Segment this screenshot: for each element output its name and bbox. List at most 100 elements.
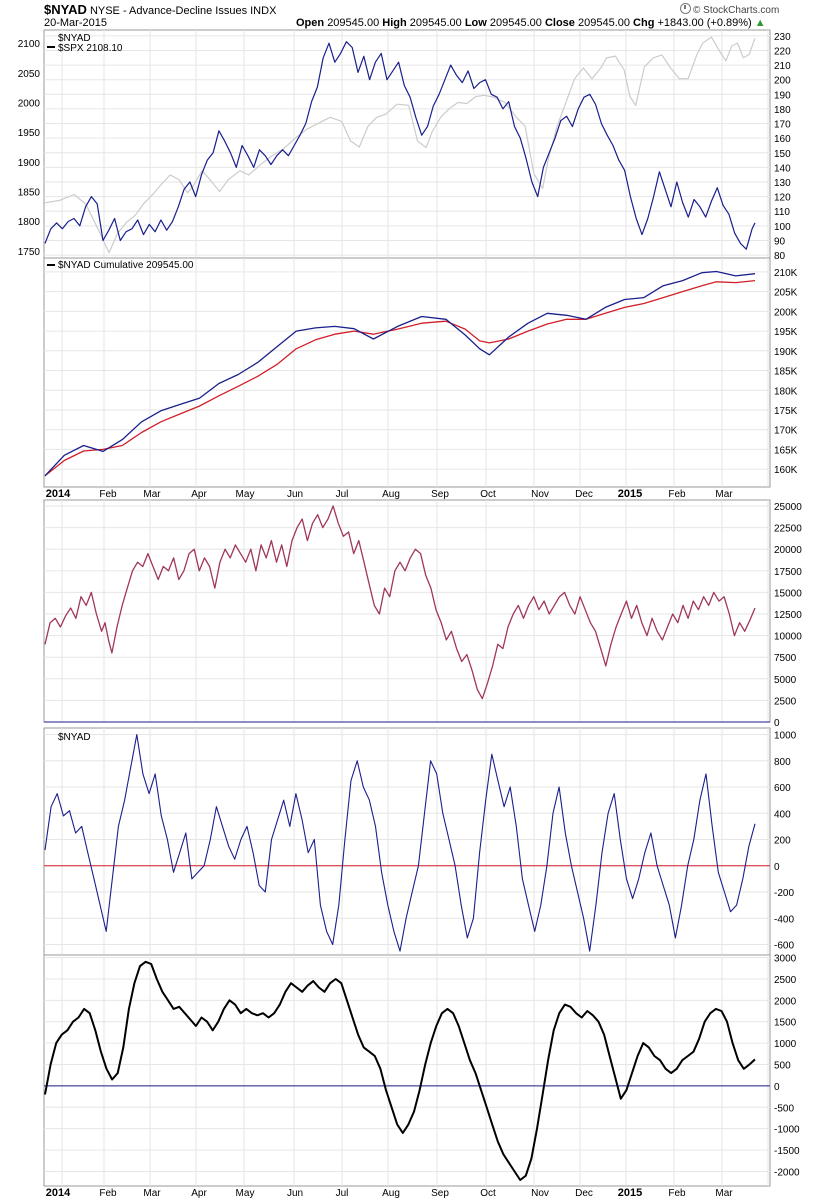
legend-item: $SPX 2108.10: [58, 43, 123, 54]
oscillator-line: [44, 505, 756, 700]
x-axis-label: Aug: [382, 489, 400, 500]
right-axis-tick: -2000: [774, 1167, 800, 1178]
right-axis-tick: 400: [774, 809, 791, 820]
spx-line: [44, 36, 756, 254]
right-axis-tick: 800: [774, 757, 791, 768]
x-axis-label: Feb: [668, 1188, 686, 1199]
right-axis-tick: 500: [774, 1061, 791, 1072]
left-axis-tick: 1800: [18, 217, 41, 228]
x-axis-label: Mar: [143, 1188, 161, 1199]
right-axis-tick: 230: [774, 32, 791, 43]
right-axis-tick: 80: [774, 251, 786, 262]
symbol-description: NYSE - Advance-Decline Issues INDX: [89, 5, 277, 17]
credit[interactable]: © StockCharts.com: [680, 3, 779, 16]
right-axis-tick: 10000: [774, 632, 802, 643]
x-axis-label: Apr: [191, 1188, 207, 1199]
right-axis-tick: 120: [774, 193, 791, 204]
right-axis-tick: 25000: [774, 502, 802, 513]
right-axis-tick: 170: [774, 120, 791, 131]
right-axis-tick: 130: [774, 178, 791, 189]
x-axis-label: Oct: [480, 489, 496, 500]
x-axis-label: Feb: [99, 1188, 117, 1199]
right-axis-tick: 195K: [774, 327, 798, 338]
right-axis-tick: 180: [774, 105, 791, 116]
right-axis-tick: 2000: [774, 996, 797, 1007]
right-axis-tick: 200: [774, 76, 791, 87]
x-axis-label: May: [236, 1188, 255, 1199]
right-axis-tick: 110: [774, 207, 790, 218]
symbol: $NYAD: [44, 2, 87, 17]
right-axis-tick: 220: [774, 46, 791, 57]
right-axis-tick: 20000: [774, 545, 802, 556]
x-axis-label: May: [236, 489, 255, 500]
right-axis-tick: 160K: [774, 465, 798, 476]
right-axis-tick: 0: [774, 862, 780, 873]
right-axis-tick: 180K: [774, 386, 798, 397]
x-axis-label: Aug: [382, 1188, 400, 1199]
right-axis-tick: 190: [774, 90, 791, 101]
change-value: +1843.00 (+0.89%): [657, 17, 752, 29]
right-axis-tick: 22500: [774, 524, 802, 535]
right-axis-tick: 205K: [774, 288, 798, 299]
right-axis-tick: 210K: [774, 268, 798, 279]
right-axis-tick: 90: [774, 236, 786, 247]
x-axis-label: Sep: [431, 1188, 449, 1199]
right-axis-tick: -200: [774, 888, 794, 899]
right-axis-tick: 170K: [774, 426, 798, 437]
x-axis-label: 2014: [46, 1187, 71, 1199]
right-axis-tick: 200K: [774, 307, 798, 318]
right-axis-tick: 2500: [774, 975, 797, 986]
right-axis-tick: -600: [774, 941, 794, 952]
open-value: 209545.00: [327, 17, 380, 29]
summation-line: [44, 960, 756, 1181]
legend-item: $NYAD Cumulative 209545.00: [58, 260, 194, 271]
left-axis-tick: 1900: [18, 158, 41, 169]
panel-frame-4: [43, 727, 771, 956]
close-value: 209545.00: [577, 17, 630, 29]
x-axis-label: Oct: [480, 1188, 496, 1199]
cumulative-line: [44, 270, 756, 477]
left-axis-tick: 2050: [18, 69, 41, 80]
right-axis-tick: 1000: [774, 1039, 797, 1050]
x-axis-label: Feb: [668, 489, 686, 500]
right-axis-tick: -500: [774, 1103, 794, 1114]
x-axis-label: Jun: [287, 489, 303, 500]
right-axis-tick: 15000: [774, 588, 802, 599]
low-value: 209545.00: [489, 17, 542, 29]
right-axis-tick: -1500: [774, 1146, 800, 1157]
x-axis-label: Dec: [575, 1188, 593, 1199]
legend-item: $NYAD: [58, 732, 91, 743]
right-axis-tick: -400: [774, 914, 794, 925]
right-axis-tick: 1000: [774, 731, 797, 742]
left-axis-tick: 1750: [18, 247, 41, 258]
x-axis-label: Feb: [99, 489, 117, 500]
stockcharts-logo-icon: [680, 3, 691, 14]
right-axis-tick: 1500: [774, 1018, 797, 1029]
right-axis-tick: 210: [774, 61, 791, 72]
right-axis-tick: 165K: [774, 445, 798, 456]
right-axis-tick: 12500: [774, 610, 802, 621]
left-axis-tick: 1850: [18, 188, 41, 199]
x-axis-label: 2014: [46, 488, 71, 500]
x-axis-label: Apr: [191, 489, 207, 500]
right-axis-tick: 7500: [774, 653, 797, 664]
right-axis-tick: 160: [774, 134, 791, 145]
right-axis-tick: 150: [774, 149, 791, 160]
chart-header: $NYAD NYSE - Advance-Decline Issues INDX: [44, 2, 276, 17]
right-axis-tick: 100: [774, 222, 791, 233]
right-axis-tick: 0: [774, 1082, 780, 1093]
right-axis-tick: 200: [774, 836, 791, 847]
chart-date: 20-Mar-2015: [44, 17, 107, 29]
right-axis-tick: 175K: [774, 406, 798, 417]
legend-item: $NYAD: [58, 33, 91, 44]
right-axis-tick: 185K: [774, 367, 798, 378]
x-axis-label: 2015: [618, 1187, 642, 1199]
high-value: 209545.00: [409, 17, 462, 29]
right-axis-tick: 190K: [774, 347, 798, 358]
x-axis-label: Mar: [715, 489, 733, 500]
nyad-price-line: [44, 41, 756, 250]
moving-average-line: [44, 279, 756, 477]
x-axis-label: Mar: [715, 1188, 733, 1199]
left-axis-tick: 2100: [18, 39, 41, 50]
panel-frame-3: [43, 499, 771, 723]
